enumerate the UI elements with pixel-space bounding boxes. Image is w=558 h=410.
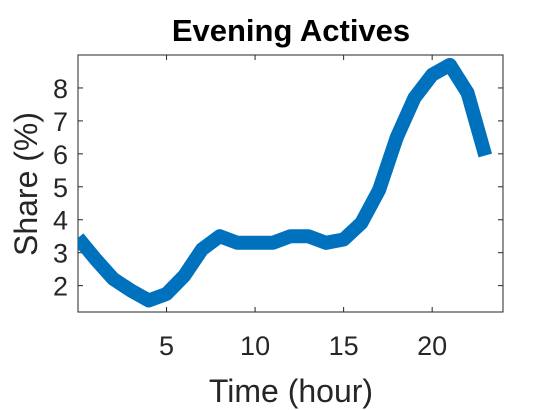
y-tick-label: 3 [53, 239, 68, 269]
y-tick-label: 4 [53, 206, 68, 236]
y-tick-label: 7 [53, 107, 68, 137]
x-tick-label: 20 [417, 331, 447, 361]
series-line-1 [78, 57, 493, 308]
y-tick-label: 2 [53, 272, 68, 302]
series-layer [78, 57, 493, 308]
plot-area-box [77, 54, 504, 313]
x-axis-label: Time (hour) [209, 373, 373, 409]
x-tick-label: 15 [329, 331, 359, 361]
y-tick-label: 5 [53, 173, 68, 203]
x-tick-label: 5 [159, 331, 174, 361]
y-axis-label: Share (%) [8, 112, 44, 256]
y-tick-label: 6 [53, 140, 68, 170]
x-tick-label: 10 [240, 331, 270, 361]
chart-title: Evening Actives [172, 13, 410, 48]
y-tick-label: 8 [53, 74, 68, 104]
